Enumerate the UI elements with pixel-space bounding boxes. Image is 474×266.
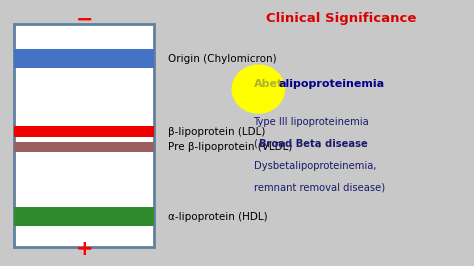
Bar xyxy=(14,142,154,152)
Text: α-lipoprotein (HDL): α-lipoprotein (HDL) xyxy=(168,212,268,222)
Text: Origin (Chylomicron): Origin (Chylomicron) xyxy=(168,53,277,64)
Text: ,: , xyxy=(317,139,320,149)
Text: +: + xyxy=(75,239,93,259)
Bar xyxy=(14,48,154,68)
Text: −: − xyxy=(76,9,93,29)
Text: (: ( xyxy=(254,139,257,149)
Text: β-lipoprotein (LDL): β-lipoprotein (LDL) xyxy=(168,127,265,137)
Bar xyxy=(14,207,154,226)
Text: Abet: Abet xyxy=(254,79,283,89)
Bar xyxy=(14,126,154,137)
Text: remnant removal disease): remnant removal disease) xyxy=(254,182,385,193)
Text: alipoproteinemia: alipoproteinemia xyxy=(278,79,384,89)
Ellipse shape xyxy=(232,65,284,113)
FancyBboxPatch shape xyxy=(14,24,154,247)
Text: Type III lipoproteinemia: Type III lipoproteinemia xyxy=(254,117,369,127)
Text: Pre β-lipoprotein (VLDL): Pre β-lipoprotein (VLDL) xyxy=(168,142,292,152)
Text: Broad Beta disease: Broad Beta disease xyxy=(259,139,368,149)
Text: Clinical Significance: Clinical Significance xyxy=(266,12,417,25)
Text: Dysbetalipoproteinemia,: Dysbetalipoproteinemia, xyxy=(254,161,376,171)
